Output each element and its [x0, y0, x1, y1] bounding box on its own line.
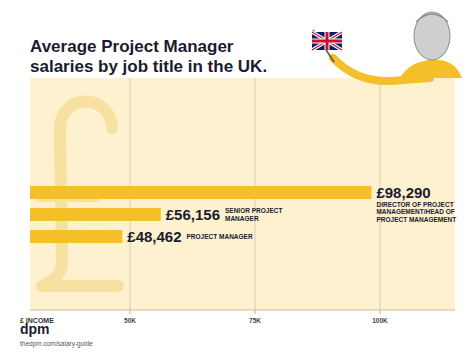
title-line: Average Project Manager: [30, 37, 234, 56]
data-label: £48,462: [127, 228, 181, 245]
category-label-line: MANAGEMENT/HEAD OF: [376, 208, 454, 215]
head: [414, 12, 450, 60]
flag-saltire-red: [312, 32, 342, 50]
chart: 50K75K100K£ INCOME£98,290DIRECTOR OF PRO…: [0, 0, 474, 354]
bar: [30, 186, 371, 199]
flag-field: [312, 32, 342, 50]
shoulders: [400, 60, 462, 78]
x-axis-line: [30, 310, 455, 311]
bar: [30, 208, 161, 221]
source: thedpm.com/salary-guide: [20, 340, 93, 348]
category-label: DIRECTOR OF PROJECTMANAGEMENT/HEAD OFPRO…: [376, 201, 456, 223]
tick-mark: [255, 310, 256, 314]
category-label-line: MANAGER: [225, 215, 259, 222]
category-label-line: PROJECT MANAGEMENT: [376, 216, 456, 223]
flag: [312, 32, 342, 50]
flag-cross: [312, 32, 342, 50]
brand: dpm: [20, 321, 50, 337]
category-label-line: SENIOR PROJECT: [225, 207, 282, 214]
tick-label: 75K: [249, 317, 261, 324]
flag-cross-red: [312, 32, 342, 50]
title-line: salaries by job title in the UK.: [30, 57, 267, 76]
tick-mark: [380, 310, 381, 314]
bar: [30, 230, 122, 243]
bars: [30, 186, 371, 243]
tick-mark: [130, 310, 131, 314]
title: Average Project Managersalaries by job t…: [30, 37, 267, 76]
bar-labels: £98,290DIRECTOR OF PROJECTMANAGEMENT/HEA…: [127, 184, 456, 245]
category-label-line: PROJECT MANAGER: [187, 233, 253, 240]
data-label: £98,290: [376, 184, 430, 201]
tick-label: 100K: [372, 317, 388, 324]
tick-label: 50K: [124, 317, 136, 324]
data-label: £56,156: [166, 206, 220, 223]
hair: [416, 14, 448, 22]
decoration: [312, 12, 462, 81]
background: [0, 0, 474, 354]
category-label: PROJECT MANAGER: [187, 233, 253, 240]
flag-saltire: [312, 32, 342, 50]
category-label-line: DIRECTOR OF PROJECT: [376, 201, 453, 208]
category-label: SENIOR PROJECTMANAGER: [225, 207, 282, 222]
